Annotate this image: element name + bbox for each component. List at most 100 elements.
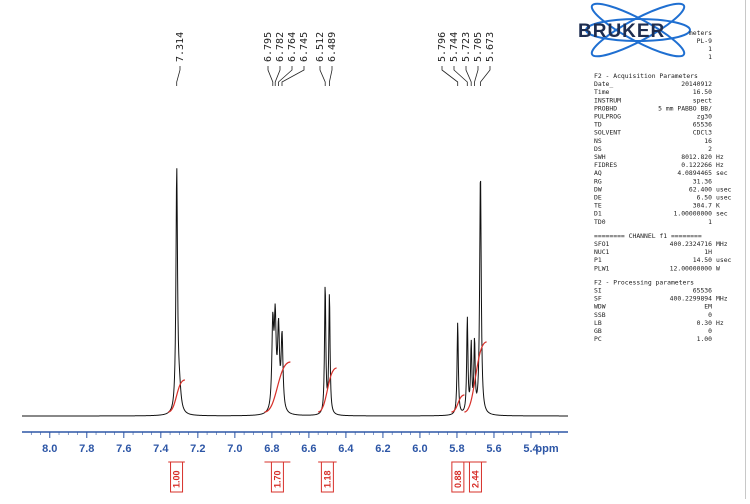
param-name: SOLVENT	[594, 129, 621, 137]
integral-box	[451, 461, 465, 493]
integral-curve	[264, 361, 291, 413]
peak-leader-line	[465, 66, 472, 86]
integrals-layer: 1.00 1.70 1.18 0.88 2.44	[167, 341, 487, 493]
peak-leader-line	[480, 66, 491, 86]
param-value: 0.30	[697, 319, 713, 327]
peak-leader-line	[453, 66, 468, 86]
param-value: 31.36	[693, 177, 712, 185]
param-name: DS	[594, 145, 602, 153]
param-value: 62.400	[689, 185, 712, 193]
x-tick-label: 5.6	[486, 443, 501, 455]
param-name: FIDRES	[594, 161, 617, 169]
param-name: TE	[594, 202, 602, 210]
integral-curve	[167, 379, 186, 413]
param-name: INSTRUM	[594, 96, 621, 104]
peak-leader-line	[441, 66, 459, 86]
param-name: Time	[594, 88, 610, 96]
peak-label: 6.489	[327, 32, 338, 62]
param-value: 16	[704, 137, 712, 145]
peak-leader-line	[274, 66, 281, 86]
param-value: 5 mm PABBO BB/	[658, 104, 712, 112]
x-tick-label: 7.0	[227, 443, 242, 455]
peak-leader-line	[281, 66, 305, 86]
peak-label: 5.744	[449, 32, 460, 62]
x-tick-label: 5.4	[523, 443, 539, 455]
param-value: EM	[704, 303, 712, 311]
param-value: 1	[708, 218, 712, 226]
peak-label: 7.314	[175, 32, 186, 62]
peak-leader-line	[474, 66, 479, 86]
param-value: 1H	[704, 248, 712, 256]
param-value: 6.50	[697, 194, 713, 202]
param-name: PC	[594, 335, 602, 343]
param-name: TD0	[594, 218, 606, 226]
spectrum-layer	[22, 168, 568, 417]
param-name: SSB	[594, 311, 606, 319]
param-value: 0	[708, 327, 712, 335]
x-tick-label: 8.0	[42, 443, 57, 455]
param-unit: usec	[716, 194, 732, 202]
peak-label: 6.764	[287, 32, 298, 62]
peak-label: 6.782	[275, 32, 286, 62]
param-value: 2	[708, 145, 712, 153]
integral-curve	[451, 394, 465, 413]
integral-box	[320, 461, 334, 493]
param-unit: Hz	[716, 153, 724, 161]
param-name: SFO1	[594, 240, 610, 248]
page-edge-divider	[745, 0, 746, 499]
param-name: GB	[594, 327, 602, 335]
param-name: D1	[594, 210, 602, 218]
param-name: NS	[594, 137, 602, 145]
header-line: meters	[689, 29, 712, 37]
param-value: 0	[708, 311, 712, 319]
param-value: 20140912	[681, 80, 712, 88]
logo-orbit-icon	[585, 18, 691, 42]
bruker-logo: BRUKER	[578, 2, 691, 58]
peak-label: 6.795	[263, 32, 274, 62]
peak-label: 6.512	[315, 32, 326, 62]
peak-leader-line	[176, 66, 181, 86]
param-unit: Hz	[716, 319, 724, 327]
param-name: NUC1	[594, 248, 610, 256]
peak-leader-line	[267, 66, 274, 86]
param-name: RG	[594, 177, 602, 185]
x-tick-label: 7.2	[190, 443, 205, 455]
acquisition-title: F2 - Acquisition Parameters	[594, 72, 698, 80]
peak-label: 5.673	[485, 32, 496, 62]
param-value: 304.7	[693, 202, 712, 210]
x-tick-label: 6.0	[412, 443, 427, 455]
peak-label: 5.723	[461, 32, 472, 62]
param-name: WDW	[594, 303, 606, 311]
param-value: 16.50	[693, 88, 712, 96]
param-value: 12.00000000	[670, 264, 712, 272]
logo-text: BRUKER	[578, 21, 665, 42]
peak-label: 6.745	[299, 32, 310, 62]
peak-leader-line	[278, 66, 293, 86]
param-value: 0.122266	[681, 161, 712, 169]
param-value: spect	[693, 96, 712, 104]
x-tick-label: 6.2	[375, 443, 390, 455]
integral-box	[270, 461, 284, 493]
param-name: Date_	[594, 80, 613, 88]
param-name: P1	[594, 256, 602, 264]
logo-orbit-icon	[590, 2, 686, 58]
param-value: 8012.820	[681, 153, 712, 161]
integral-box	[468, 461, 482, 493]
param-name: SWH	[594, 153, 606, 161]
header-line: PL-9	[697, 37, 713, 45]
param-value: 1.00	[697, 335, 713, 343]
param-unit: W	[716, 264, 720, 272]
integral-value: 0.88	[453, 470, 463, 488]
x-tick-label: 6.6	[301, 443, 316, 455]
param-unit: MHz	[716, 240, 728, 248]
spectrum-trace	[22, 168, 568, 417]
x-tick-label: 6.8	[264, 443, 279, 455]
integral-curve	[464, 341, 487, 413]
param-name: PULPROG	[594, 113, 621, 121]
param-value: 1.00000000	[674, 210, 713, 218]
channel-title: ======== CHANNEL f1 ========	[594, 232, 702, 240]
